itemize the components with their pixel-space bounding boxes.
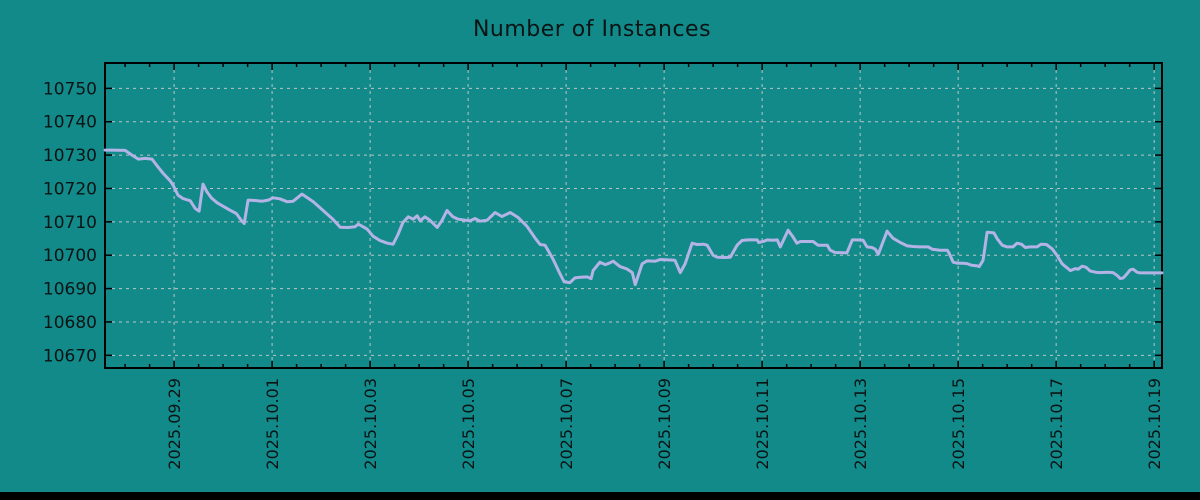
series-line	[103, 148, 1164, 287]
y-tick-label: 10690	[43, 280, 97, 300]
y-tick-label: 10740	[43, 113, 97, 133]
x-tick-label: 2025.10.15	[949, 378, 968, 470]
x-tick-label: 2025.10.01	[263, 378, 282, 470]
y-tick-label: 10750	[43, 79, 97, 99]
x-tick-label: 2025.09.29	[165, 378, 184, 470]
x-tick-label: 2025.10.13	[851, 378, 870, 470]
y-tick-label: 10720	[43, 179, 97, 199]
x-tick-label: 2025.10.07	[557, 378, 576, 470]
y-tick-label: 10680	[43, 313, 97, 333]
plot-border	[104, 62, 1163, 369]
x-tick-label: 2025.10.11	[753, 378, 772, 470]
y-tick-label: 10670	[43, 346, 97, 366]
x-tick-label: 2025.10.05	[459, 378, 478, 470]
x-tick-label: 2025.10.03	[361, 378, 380, 470]
y-tick-label: 10700	[43, 246, 97, 266]
grid-lines	[105, 63, 1162, 368]
x-tick-label: 2025.10.09	[655, 378, 674, 470]
y-tick-label: 10730	[43, 146, 97, 166]
x-tick-label: 2025.10.19	[1145, 378, 1164, 470]
axis-labels: 10670 10680 10690 10700 10710 10720 10730 10740…	[43, 79, 1164, 469]
bottom-edge-bar	[0, 492, 1200, 500]
x-tick-label: 2025.10.17	[1047, 378, 1066, 470]
y-tick-label: 10710	[43, 213, 97, 233]
chart-title: Number of Instances	[472, 17, 712, 42]
